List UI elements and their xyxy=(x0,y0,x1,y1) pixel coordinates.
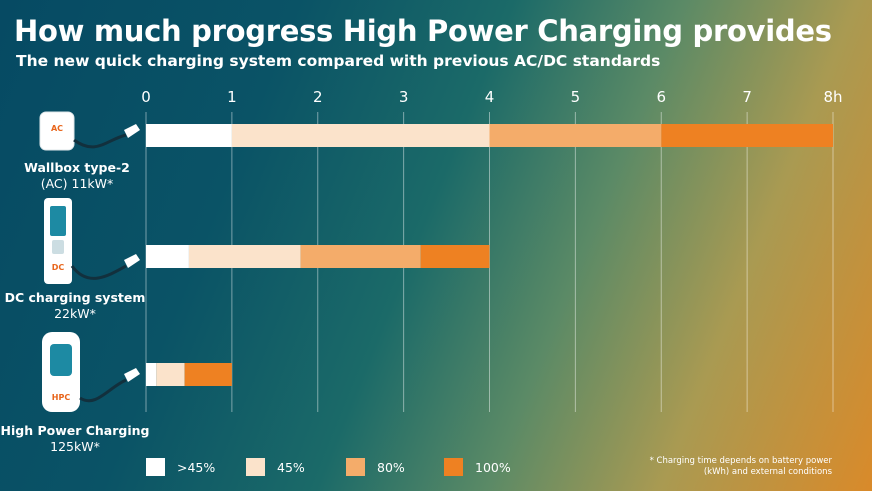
hpc-name: High Power Charging xyxy=(0,423,150,438)
x-tick-label: 3 xyxy=(399,88,409,106)
bar-segment xyxy=(661,124,833,147)
bar-segment xyxy=(188,245,301,268)
x-tick-labels: 0 1 2 3 4 5 6 7 8h xyxy=(141,88,842,106)
hpc-power: 125kW* xyxy=(50,439,100,454)
x-tick-label: 2 xyxy=(313,88,323,106)
chart-subtitle: The new quick charging system compared w… xyxy=(16,52,661,70)
x-tick-label: 4 xyxy=(485,88,495,106)
row-label-hpc: High Power Charging 125kW* xyxy=(0,423,150,455)
bar-segment xyxy=(156,363,185,386)
bar-segments xyxy=(146,124,833,386)
legend-swatch xyxy=(146,458,165,476)
bar-segment xyxy=(231,124,490,147)
x-tick-label: 1 xyxy=(227,88,237,106)
bar-segment xyxy=(146,245,189,268)
hpc-badge: HPC xyxy=(52,393,71,402)
bar-segment xyxy=(489,124,662,147)
wallbox-power: (AC) 11kW* xyxy=(40,176,114,191)
legend-label: 45% xyxy=(277,459,305,475)
wallbox-badge: AC xyxy=(51,124,63,133)
dc-name: DC charging system xyxy=(4,290,146,305)
dc-badge: DC xyxy=(52,263,65,272)
chart-title: How much progress High Power Charging pr… xyxy=(14,14,832,48)
dc-power: 22kW* xyxy=(54,306,96,321)
hpc-charger-icon: HPC xyxy=(42,332,140,412)
legend-item: 45% xyxy=(246,458,346,476)
footnote: * Charging time depends on battery power… xyxy=(649,456,832,477)
x-tick-label: 0 xyxy=(141,88,151,106)
legend-item: >45% xyxy=(146,458,246,476)
x-tick-label: 5 xyxy=(571,88,581,106)
x-tick-label: 6 xyxy=(656,88,666,106)
legend-label: 100% xyxy=(475,459,511,475)
bar-segment xyxy=(184,363,232,386)
legend-item: 100% xyxy=(444,458,544,476)
legend-swatch xyxy=(346,458,365,476)
legend-swatch xyxy=(444,458,463,476)
bar-segment xyxy=(146,124,232,147)
bar-segment xyxy=(300,245,421,268)
legend-label: 80% xyxy=(377,459,405,475)
bar-segment xyxy=(420,245,490,268)
legend-label: >45% xyxy=(177,459,216,475)
legend-swatch xyxy=(246,458,265,476)
row-label-dc: DC charging system 22kW* xyxy=(0,290,150,322)
x-tick-label: 7 xyxy=(742,88,752,106)
wallbox-name: Wallbox type-2 xyxy=(24,160,130,175)
row-label-wallbox: Wallbox type-2 (AC) 11kW* xyxy=(2,160,152,192)
x-tick-label: 8h xyxy=(823,88,842,106)
legend: >45% 45% 80% 100% xyxy=(146,458,544,476)
legend-item: 80% xyxy=(346,458,444,476)
dc-charger-icon: DC xyxy=(44,198,140,284)
bar-segment xyxy=(146,363,157,386)
wallbox-icon: AC xyxy=(39,111,140,151)
